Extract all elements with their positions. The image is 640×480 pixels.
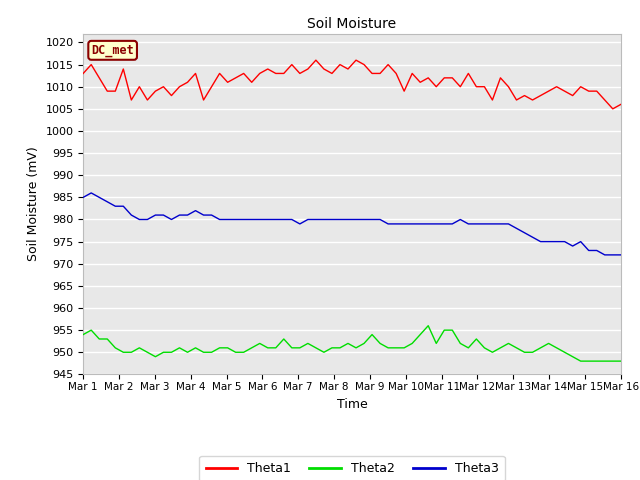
Legend: Theta1, Theta2, Theta3: Theta1, Theta2, Theta3 [199, 456, 505, 480]
X-axis label: Time: Time [337, 397, 367, 410]
Y-axis label: Soil Moisture (mV): Soil Moisture (mV) [27, 146, 40, 262]
Text: DC_met: DC_met [92, 44, 134, 57]
Title: Soil Moisture: Soil Moisture [307, 17, 397, 31]
